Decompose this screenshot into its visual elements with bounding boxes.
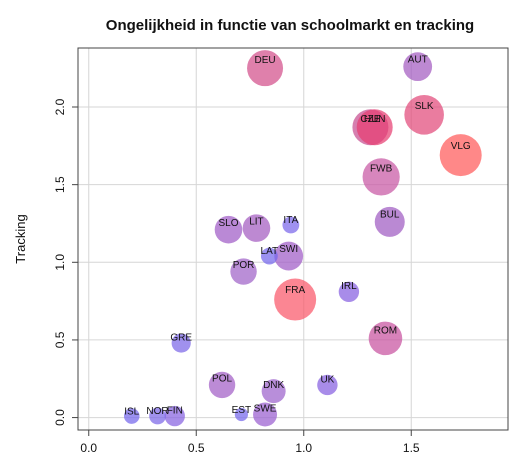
point-label-bul: BUL <box>380 210 400 221</box>
point-fwb <box>362 158 400 196</box>
grid-lines <box>78 48 508 430</box>
point-label-fra: FRA <box>285 285 305 296</box>
point-est <box>234 407 248 422</box>
x-tick-label: 0.5 <box>188 441 205 455</box>
point-lat <box>260 247 278 265</box>
point-label-por: POR <box>233 260 255 271</box>
point-label-irl: IRL <box>341 281 357 292</box>
point-vlg <box>439 134 482 177</box>
point-bul <box>374 206 405 237</box>
point-label-est: EST <box>232 405 251 416</box>
point-label-slo: SLO <box>218 218 238 229</box>
point-label-ita: ITA <box>283 215 298 226</box>
point-label-dnk: DNK <box>263 380 284 391</box>
point-dnk <box>261 379 286 404</box>
point-label-vlg: VLG <box>451 141 471 152</box>
point-label-swe: SWE <box>254 403 277 414</box>
point-isl <box>123 408 140 424</box>
point-hun <box>356 109 393 146</box>
x-axis: 0.0 0.5 1.0 1.5 <box>80 430 420 455</box>
data-points <box>123 50 482 427</box>
chart-title: Ongelijkheid in functie van schoolmarkt … <box>106 17 474 34</box>
x-tick-label: 1.0 <box>295 441 312 455</box>
y-axis: 0.0 0.5 1.0 1.5 2.0 <box>53 98 78 426</box>
point-fin <box>164 405 185 427</box>
point-label-isl: ISL <box>124 406 139 417</box>
point-por <box>230 258 257 285</box>
point-deu <box>247 50 284 87</box>
point-label-cze: CZE <box>360 114 380 125</box>
point-label-rom: ROM <box>374 326 397 337</box>
point-swe <box>253 402 278 427</box>
point-uk <box>317 374 338 396</box>
point-label-nor: NOR <box>146 406 168 417</box>
point-nor <box>149 407 166 425</box>
x-tick-label: 0.0 <box>80 441 97 455</box>
point-label-uk: UK <box>320 374 334 385</box>
plot-frame <box>77 47 509 431</box>
point-slk <box>404 94 444 135</box>
point-gre <box>171 333 191 353</box>
y-tick-label: 1.0 <box>53 254 67 271</box>
y-tick-label: 2.0 <box>53 98 67 115</box>
point-irl <box>338 281 360 302</box>
point-label-deu: DEU <box>254 55 275 66</box>
point-label-aut: AUT <box>408 55 428 66</box>
point-lit <box>242 214 271 242</box>
point-label-lit: LIT <box>249 216 263 227</box>
point-label-pol: POL <box>212 373 232 384</box>
point-aut <box>403 52 433 82</box>
point-slo <box>214 215 243 244</box>
y-tick-label: 0.0 <box>53 409 67 426</box>
point-label-slk: SLK <box>415 101 434 112</box>
point-swi <box>274 241 304 271</box>
point-label-gre: GRE <box>170 333 192 344</box>
point-label-fwb: FWB <box>370 163 393 174</box>
y-axis-label: Tracking <box>13 214 28 263</box>
point-pol <box>208 371 236 399</box>
y-tick-label: 0.5 <box>53 331 67 348</box>
point-label-lat: LAT <box>261 246 279 257</box>
y-tick-label: 1.5 <box>53 176 67 193</box>
point-ita <box>282 216 300 234</box>
point-fra <box>274 278 317 321</box>
point-label-swi: SWI <box>279 244 298 255</box>
x-tick-label: 1.5 <box>403 441 420 455</box>
point-rom <box>368 321 403 356</box>
point-label-fin: FIN <box>167 405 183 416</box>
point-label-hun: HUN <box>364 114 386 125</box>
